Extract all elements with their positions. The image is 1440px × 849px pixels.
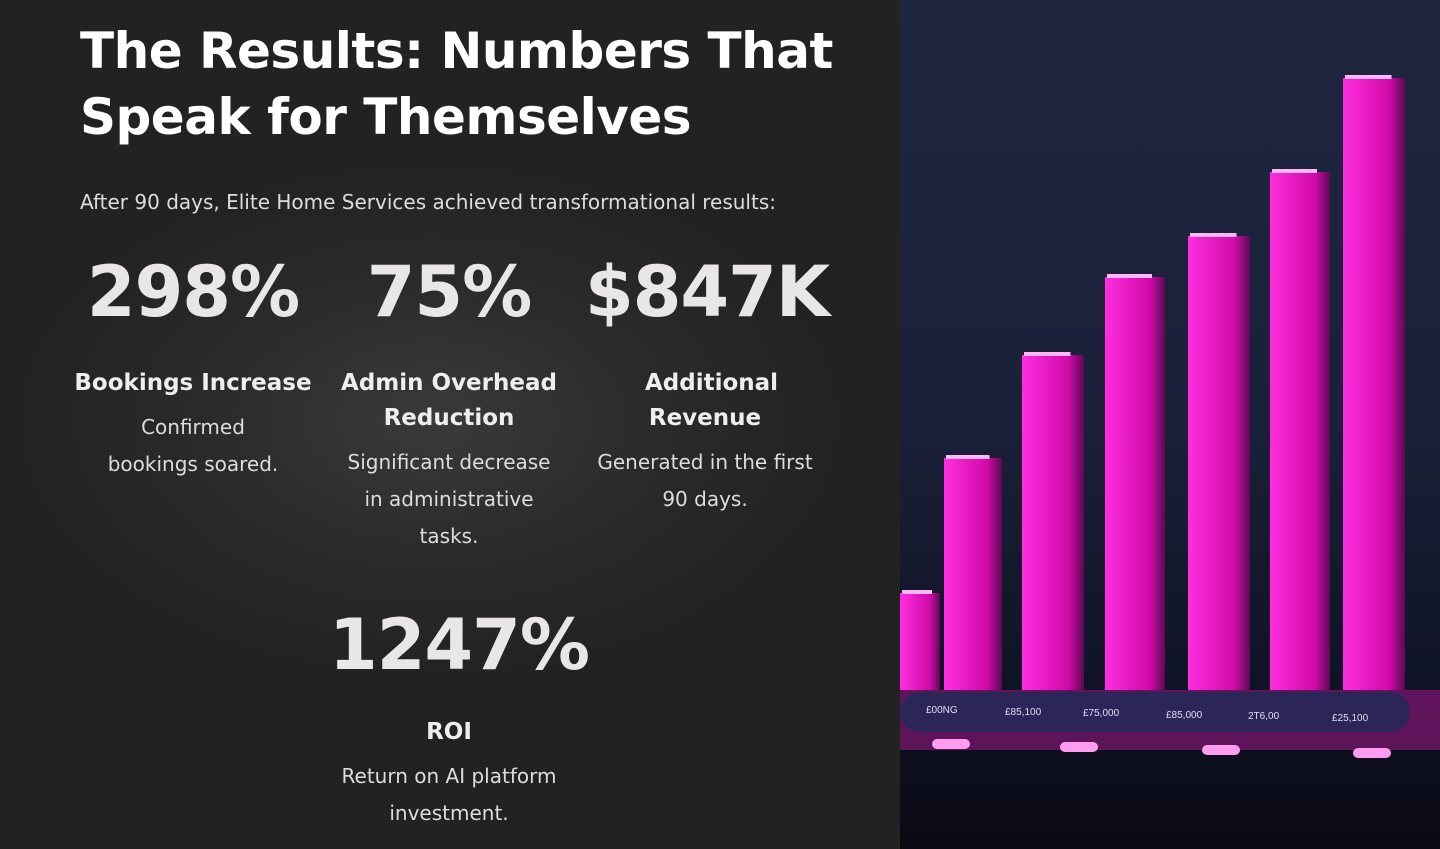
- floor-light: [1353, 748, 1391, 758]
- illustration-axis-label: £85,100: [1005, 706, 1042, 718]
- illustration-axis-label: 2T6,00: [1248, 711, 1280, 722]
- illustration-bar: [1343, 78, 1405, 690]
- floor-light: [1060, 742, 1098, 752]
- stat-description: Generated in the first 90 days.: [597, 450, 813, 511]
- illustration-bar: [1022, 355, 1084, 690]
- stat-label: Bookings Increase: [74, 370, 312, 396]
- illustration-bar: [1105, 277, 1165, 690]
- illustration-bar: [944, 458, 1002, 690]
- illustration-svg: [900, 75, 1440, 758]
- bar-top-glow: [946, 455, 990, 459]
- stat-description: Confirmed bookings soared.: [107, 415, 279, 476]
- stat-admin: 75% Admin Overhead Reduction Significant…: [329, 252, 569, 555]
- illustration-axis-label: £85,000: [1166, 709, 1203, 721]
- illustration-axis-label: £25,100: [1332, 712, 1369, 724]
- illustration-bar: [1188, 236, 1250, 690]
- bar-top-glow: [1190, 233, 1237, 237]
- bar-top-glow: [1107, 274, 1152, 278]
- illustration-bar: [900, 593, 940, 690]
- bar-top-glow: [1272, 169, 1317, 173]
- floor-light: [1202, 745, 1240, 755]
- stat-description: Return on AI platform investment.: [341, 764, 557, 825]
- page-title: The Results: Numbers That Speak for Them…: [80, 22, 833, 146]
- stat-label: Additional Revenue: [645, 370, 779, 431]
- bar-top-glow: [1345, 75, 1392, 79]
- bar-top-glow: [902, 590, 932, 594]
- bar-chart-illustration: £00NG £85,100 £75,000 £85,000 2T6,00 £25,100: [900, 0, 1440, 849]
- stat-value: 1247%: [329, 604, 590, 686]
- stat-bookings: 298% Bookings Increase Confirmed booking…: [73, 252, 313, 483]
- stat-revenue: $847K Additional Revenue Generated in th…: [585, 251, 830, 518]
- illustration-bar: [1270, 172, 1330, 690]
- intro-text: After 90 days, Elite Home Services achie…: [80, 190, 776, 214]
- floor-light: [932, 739, 970, 749]
- stat-roi: 1247% ROI Return on AI platform investme…: [329, 604, 590, 832]
- bar-top-glow: [1024, 352, 1071, 356]
- stat-label: ROI: [426, 719, 472, 745]
- label-strip: [900, 692, 1410, 732]
- stat-value: 298%: [86, 251, 300, 333]
- stat-description: Significant decrease in administrative t…: [347, 450, 551, 548]
- stat-value: 75%: [366, 251, 533, 333]
- illustration-axis-label: £00NG: [926, 705, 958, 716]
- stat-label: Admin Overhead Reduction: [341, 370, 557, 431]
- illustration-axis-label: £75,000: [1083, 708, 1120, 719]
- text-panel: The Results: Numbers That Speak for Them…: [0, 0, 900, 849]
- stat-value: $847K: [585, 251, 830, 333]
